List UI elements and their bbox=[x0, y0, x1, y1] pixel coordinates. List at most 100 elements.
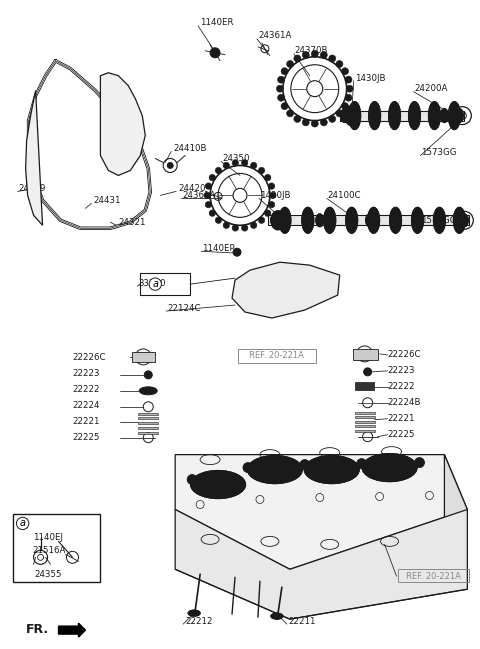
Circle shape bbox=[232, 225, 239, 231]
Circle shape bbox=[302, 119, 309, 126]
Circle shape bbox=[415, 458, 424, 467]
Text: 1573GG: 1573GG bbox=[421, 148, 457, 157]
Circle shape bbox=[264, 210, 271, 216]
Circle shape bbox=[246, 274, 258, 286]
Circle shape bbox=[329, 55, 336, 62]
Text: 24321: 24321 bbox=[119, 218, 146, 227]
Text: 22223: 22223 bbox=[387, 367, 415, 375]
Circle shape bbox=[277, 94, 285, 101]
Polygon shape bbox=[25, 91, 43, 225]
Text: 22224: 22224 bbox=[72, 401, 100, 410]
Ellipse shape bbox=[366, 214, 373, 227]
Polygon shape bbox=[444, 454, 468, 589]
Circle shape bbox=[320, 119, 327, 126]
Text: 22212: 22212 bbox=[185, 617, 213, 626]
Circle shape bbox=[205, 201, 212, 208]
Circle shape bbox=[215, 217, 222, 223]
Circle shape bbox=[167, 162, 173, 169]
Text: 22221: 22221 bbox=[72, 417, 100, 426]
Circle shape bbox=[294, 116, 301, 123]
Polygon shape bbox=[355, 421, 374, 422]
Text: 22221: 22221 bbox=[387, 414, 415, 423]
Text: 1430JB: 1430JB bbox=[260, 191, 290, 200]
Ellipse shape bbox=[408, 102, 420, 130]
Polygon shape bbox=[138, 417, 158, 419]
Ellipse shape bbox=[362, 454, 417, 482]
Text: 24350: 24350 bbox=[222, 154, 250, 163]
Text: a: a bbox=[152, 279, 158, 289]
Ellipse shape bbox=[448, 102, 460, 130]
Ellipse shape bbox=[390, 207, 402, 233]
Ellipse shape bbox=[271, 211, 285, 230]
Ellipse shape bbox=[346, 207, 358, 233]
Circle shape bbox=[312, 50, 318, 57]
Text: 22224B: 22224B bbox=[387, 398, 421, 408]
Ellipse shape bbox=[188, 610, 200, 616]
Text: 22225: 22225 bbox=[387, 430, 415, 439]
Circle shape bbox=[281, 67, 288, 75]
Ellipse shape bbox=[271, 613, 283, 619]
Text: 21516A: 21516A bbox=[33, 546, 66, 555]
Circle shape bbox=[210, 48, 220, 58]
Text: 24349: 24349 bbox=[19, 184, 46, 193]
Text: 22225: 22225 bbox=[72, 433, 100, 442]
Circle shape bbox=[287, 110, 294, 117]
Circle shape bbox=[258, 167, 265, 174]
Circle shape bbox=[204, 192, 210, 199]
Ellipse shape bbox=[429, 102, 441, 130]
Circle shape bbox=[336, 60, 343, 67]
Ellipse shape bbox=[139, 387, 157, 395]
Circle shape bbox=[300, 459, 310, 470]
Ellipse shape bbox=[248, 456, 302, 484]
Circle shape bbox=[281, 103, 288, 110]
Text: 1573GG: 1573GG bbox=[421, 216, 457, 225]
Text: 22226C: 22226C bbox=[387, 350, 421, 360]
Text: a: a bbox=[20, 519, 25, 528]
Circle shape bbox=[270, 192, 276, 199]
Polygon shape bbox=[175, 509, 468, 619]
Circle shape bbox=[258, 217, 265, 223]
Text: 24100C: 24100C bbox=[328, 191, 361, 200]
Text: 22226C: 22226C bbox=[72, 354, 106, 362]
Ellipse shape bbox=[391, 108, 398, 123]
Polygon shape bbox=[138, 432, 158, 434]
Circle shape bbox=[233, 248, 241, 256]
Circle shape bbox=[294, 55, 301, 62]
Circle shape bbox=[287, 60, 294, 67]
Text: 24355: 24355 bbox=[35, 570, 62, 579]
Text: 1430JB: 1430JB bbox=[355, 74, 385, 83]
Circle shape bbox=[205, 183, 212, 190]
Ellipse shape bbox=[369, 102, 381, 130]
Text: REF. 20-221A: REF. 20-221A bbox=[250, 351, 304, 360]
Ellipse shape bbox=[279, 207, 291, 233]
Bar bbox=[238, 349, 316, 363]
Polygon shape bbox=[355, 382, 373, 390]
Text: 24370B: 24370B bbox=[295, 46, 328, 55]
Circle shape bbox=[341, 103, 348, 110]
Circle shape bbox=[346, 85, 353, 92]
Polygon shape bbox=[355, 411, 374, 414]
Polygon shape bbox=[340, 110, 464, 121]
Circle shape bbox=[223, 162, 229, 169]
Circle shape bbox=[268, 201, 275, 208]
Ellipse shape bbox=[271, 214, 279, 227]
Ellipse shape bbox=[191, 471, 245, 498]
Ellipse shape bbox=[456, 108, 463, 123]
Polygon shape bbox=[59, 623, 85, 637]
Text: 22222: 22222 bbox=[387, 382, 415, 391]
Ellipse shape bbox=[411, 207, 423, 233]
Polygon shape bbox=[355, 425, 374, 427]
Text: FR.: FR. bbox=[25, 622, 49, 635]
Circle shape bbox=[336, 110, 343, 117]
Text: 1140ER: 1140ER bbox=[200, 18, 234, 27]
Bar bbox=[397, 569, 469, 582]
Circle shape bbox=[243, 463, 253, 472]
Circle shape bbox=[251, 222, 257, 228]
Circle shape bbox=[364, 368, 372, 376]
Text: 1140EP: 1140EP bbox=[202, 244, 235, 252]
Text: 24361A: 24361A bbox=[258, 31, 291, 40]
Text: 24431: 24431 bbox=[94, 196, 121, 205]
Circle shape bbox=[302, 51, 309, 58]
Circle shape bbox=[264, 175, 271, 181]
Circle shape bbox=[277, 76, 285, 83]
